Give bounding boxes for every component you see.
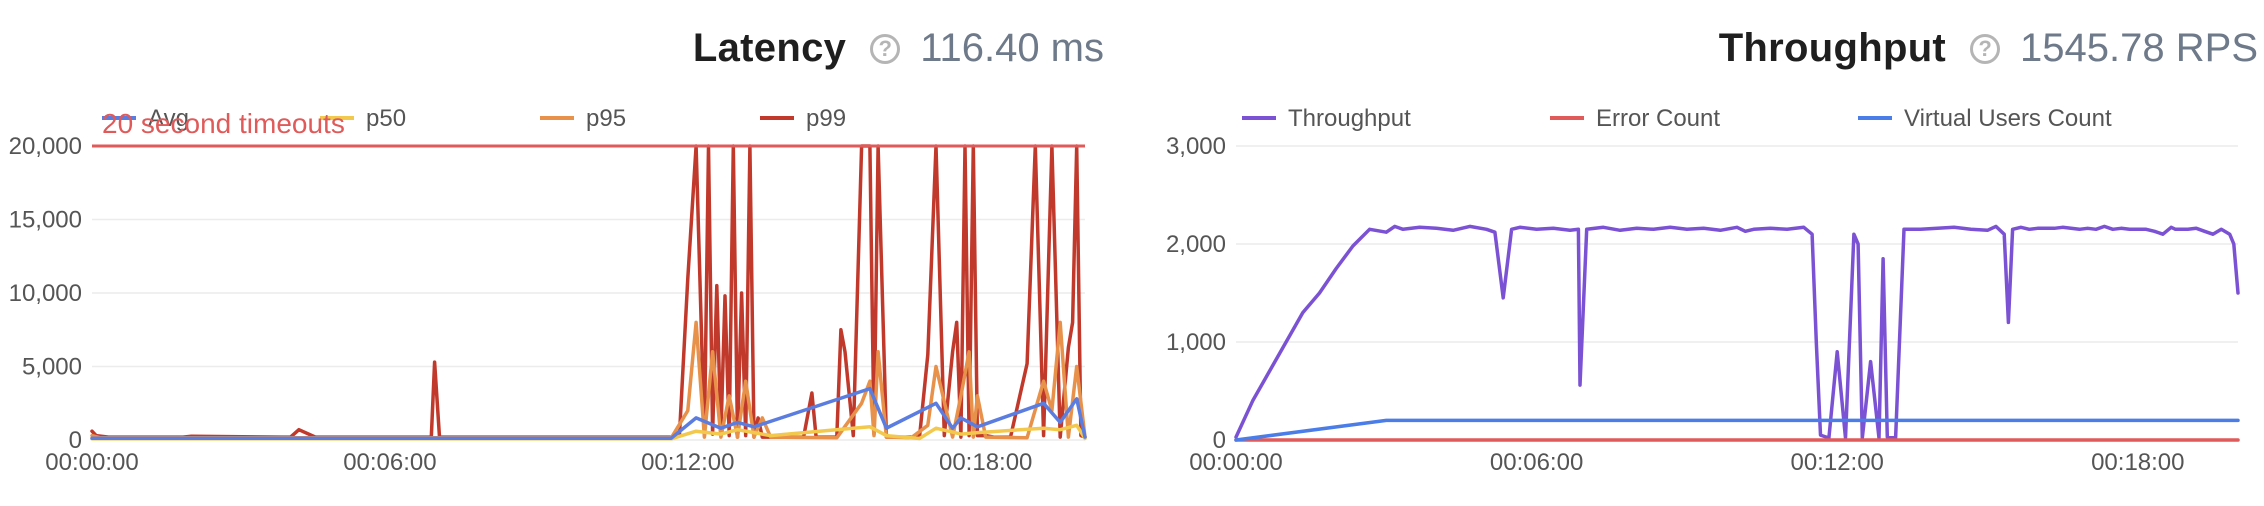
latency-legend-label: p95 <box>586 105 626 132</box>
throughput-x-tick-label: 00:06:00 <box>1490 449 1583 476</box>
latency-y-tick-label: 0 <box>69 427 82 454</box>
latency-y-tick-label: 20,000 <box>9 133 82 160</box>
throughput-legend-label: Error Count <box>1596 105 1720 132</box>
throughput-legend-item[interactable]: Error Count <box>1550 105 1720 132</box>
latency-series-p99 <box>90 144 1087 439</box>
latency-chart: 0 5,000 10,000 15,000 20,000 00:00:00 00:06:00… <box>9 105 1087 476</box>
latency-y-tick-label: 5,000 <box>22 354 82 381</box>
latency-x-tick-label: 00:06:00 <box>343 449 436 476</box>
throughput-help-icon[interactable]: ? <box>1970 33 2001 64</box>
latency-legend-item[interactable]: p50 <box>320 105 406 132</box>
latency-panel: Latency ? 116.40 ms 0 5,000 10,000 15,000 20… <box>0 0 1110 506</box>
latency-legend-label: Avg <box>148 105 189 132</box>
latency-y-tick-label: 15,000 <box>9 207 82 234</box>
latency-help-icon[interactable]: ? <box>870 33 901 64</box>
throughput-y-tick-label: 2,000 <box>1166 231 1226 258</box>
throughput-chart: 0 1,000 2,000 3,000 00:00:00 00:06:00 00:12:00… <box>1166 105 2240 476</box>
latency-x-tick-label: 00:00:00 <box>45 449 138 476</box>
latency-x-tick-label: 00:12:00 <box>641 449 734 476</box>
throughput-title: Throughput <box>1718 26 1947 70</box>
throughput-header: Throughput ? 1545.78 RPS <box>1719 26 2258 71</box>
throughput-series-virtual-users-count <box>1234 418 2240 442</box>
latency-x-tick-label: 00:18:00 <box>939 449 1032 476</box>
throughput-value: 1545.78 RPS <box>2020 26 2258 70</box>
latency-legend-label: p99 <box>806 105 846 132</box>
latency-series-p50 <box>90 423 1087 441</box>
throughput-legend-label: Virtual Users Count <box>1904 105 2112 132</box>
latency-series-avg <box>90 386 1087 440</box>
throughput-legend-label: Throughput <box>1288 105 1411 132</box>
throughput-y-tick-label: 1,000 <box>1166 329 1226 356</box>
throughput-x-tick-label: 00:00:00 <box>1189 449 1282 476</box>
throughput-y-tick-label: 0 <box>1213 427 1226 454</box>
throughput-x-tick-label: 00:12:00 <box>1790 449 1883 476</box>
throughput-y-tick-label: 3,000 <box>1166 133 1226 160</box>
latency-title: Latency <box>692 26 847 70</box>
throughput-legend-item[interactable]: Virtual Users Count <box>1858 105 2112 132</box>
throughput-series-throughput <box>1234 224 2240 440</box>
latency-value: 116.40 ms <box>920 26 1104 70</box>
throughput-legend-item[interactable]: Throughput <box>1242 105 1411 132</box>
latency-legend-item[interactable]: p95 <box>540 105 626 132</box>
latency-legend-label: p50 <box>366 105 406 132</box>
throughput-x-tick-label: 00:18:00 <box>2091 449 2184 476</box>
latency-y-tick-label: 10,000 <box>9 280 82 307</box>
latency-legend-item[interactable]: Avg <box>102 105 189 132</box>
throughput-panel: Throughput ? 1545.78 RPS 0 1,000 2,000 3,00… <box>1150 0 2264 506</box>
latency-timeout-label: 20 second timeouts <box>102 108 345 139</box>
latency-legend-item[interactable]: p99 <box>760 105 846 132</box>
latency-header: Latency ? 116.40 ms <box>693 26 1104 71</box>
latency-series-p95 <box>90 320 1087 440</box>
